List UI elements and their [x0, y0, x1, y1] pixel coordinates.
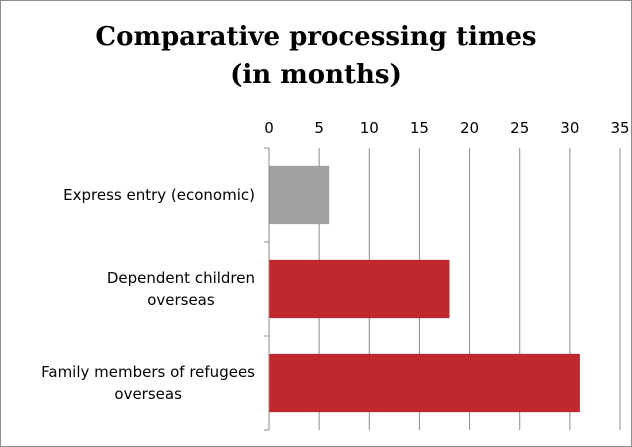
category-label-2-line-0: Family members of refugees: [41, 363, 255, 381]
bar-1: [269, 259, 450, 319]
x-tick-label-5: 25: [510, 119, 529, 137]
category-label-0-line-0: Express entry (economic): [63, 186, 255, 204]
x-tick-label-6: 30: [560, 119, 579, 137]
chart-title-line-1: Comparative processing times: [95, 22, 537, 52]
x-tick-label-0: 0: [264, 119, 274, 137]
bar-2: [269, 353, 580, 413]
chart-title-line-2: (in months): [230, 60, 402, 90]
x-tick-label-2: 10: [360, 119, 379, 137]
category-label-2-line-1: overseas: [114, 385, 182, 403]
category-label-1-line-0: Dependent children: [107, 269, 255, 287]
x-tick-label-1: 5: [314, 119, 324, 137]
x-tick-label-3: 15: [410, 119, 429, 137]
x-tick-label-7: 35: [610, 119, 629, 137]
bar-0: [269, 165, 330, 225]
x-tick-label-4: 20: [460, 119, 479, 137]
category-label-1-line-1: overseas: [147, 291, 215, 309]
chart-title: Comparative processing times (in months): [0, 18, 632, 94]
